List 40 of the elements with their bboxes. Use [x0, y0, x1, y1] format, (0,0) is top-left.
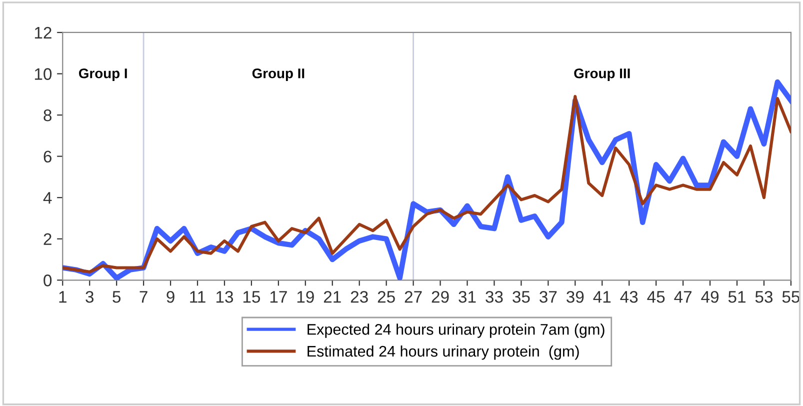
x-tick-label: 39 — [566, 290, 584, 303]
annotation: Group III — [574, 68, 630, 82]
x-tick-label: 37 — [540, 290, 557, 303]
legend-label: Expected 24 hours urinary protein 7am (gm) — [308, 324, 604, 338]
x-tick-label: 33 — [486, 290, 503, 303]
x-tick-label: 49 — [701, 290, 719, 303]
x-tick-label: 5 — [112, 291, 121, 303]
x-tick-label: 35 — [512, 290, 530, 303]
x-tick-label: 55 — [782, 291, 800, 303]
y-tick-label: 0 — [44, 274, 52, 286]
y-tick-label: 2 — [44, 233, 52, 245]
x-tick-label: 23 — [350, 290, 368, 303]
x-tick-label: 45 — [647, 291, 665, 303]
annotation: Group I — [78, 68, 127, 82]
x-tick-label: 53 — [755, 290, 773, 303]
x-tick-label: 29 — [432, 290, 449, 303]
x-tick-label: 1 — [59, 291, 66, 303]
x-tick-label: 25 — [378, 290, 395, 303]
y-tick-label: 6 — [44, 150, 52, 163]
x-tick-label: 11 — [190, 291, 206, 303]
legend-label: Estimated 24 hours urinary protein (gm) — [308, 345, 579, 360]
x-tick-label: 19 — [297, 290, 314, 303]
x-tick-label: 31 — [458, 290, 476, 303]
x-tick-label: 21 — [324, 290, 341, 303]
y-tick-label: 8 — [44, 109, 52, 122]
x-tick-label: 47 — [674, 291, 692, 303]
y-tick-label: 10 — [34, 68, 52, 80]
x-tick-label: 51 — [728, 291, 746, 303]
annotation: Group II — [252, 68, 304, 82]
x-tick-label: 43 — [620, 290, 638, 303]
x-tick-label: 3 — [86, 290, 94, 303]
x-tick-label: 27 — [404, 290, 422, 303]
y-tick-label: 4 — [43, 192, 52, 204]
y-tick-label: 12 — [34, 26, 52, 39]
x-tick-label: 15 — [243, 291, 260, 303]
x-tick-label: 17 — [270, 291, 287, 303]
x-tick-label: 13 — [216, 290, 234, 303]
x-tick-label: 9 — [166, 290, 174, 303]
x-tick-label: 41 — [593, 291, 611, 303]
x-tick-label: 7 — [140, 291, 148, 303]
